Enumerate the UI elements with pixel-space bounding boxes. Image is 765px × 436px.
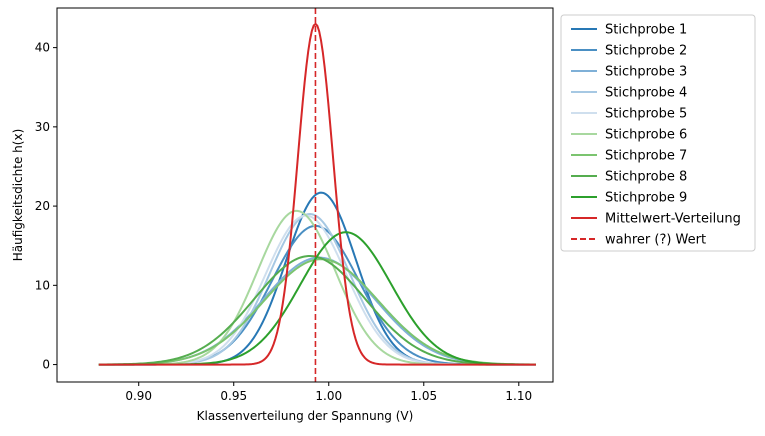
series-line-5	[98, 214, 536, 366]
legend-label: Mittelwert-Verteilung	[605, 212, 741, 227]
series-line-3	[98, 256, 536, 366]
legend-label: Stichprobe 8	[605, 170, 687, 185]
x-tick-label: 1.10	[505, 389, 532, 403]
x-tick-label: 1.00	[315, 389, 342, 403]
plot-area	[98, 8, 536, 382]
axes-frame	[56, 7, 554, 383]
series-line-7	[98, 258, 536, 366]
y-axis-label: Häufigkeitsdichte h(x)	[11, 129, 25, 261]
x-tick-label: 1.05	[410, 389, 437, 403]
legend-label: wahrer (?) Wert	[605, 233, 706, 248]
x-tick-label: 0.90	[125, 389, 152, 403]
x-axis-label: Klassenverteilung der Spannung (V)	[197, 409, 414, 423]
legend-label: Stichprobe 2	[605, 44, 687, 59]
legend-label: Stichprobe 9	[605, 191, 687, 206]
legend-label: Stichprobe 3	[605, 65, 687, 80]
series-line-6	[98, 209, 536, 366]
series-line-9	[98, 231, 536, 366]
x-tick-label: 0.95	[220, 389, 247, 403]
series-line-1	[98, 191, 536, 366]
legend-label: Stichprobe 5	[605, 107, 687, 122]
y-tick-label: 0	[42, 358, 50, 372]
y-tick-label: 10	[35, 278, 50, 292]
legend-label: Stichprobe 1	[605, 23, 687, 38]
y-tick-label: 30	[35, 120, 50, 134]
legend-label: Stichprobe 6	[605, 128, 687, 143]
series-line-2	[98, 224, 536, 366]
y-tick-label: 40	[35, 41, 50, 55]
legend-label: Stichprobe 4	[605, 86, 687, 101]
series-line-8	[98, 255, 536, 366]
y-tick-label: 20	[35, 199, 50, 213]
legend-label: Stichprobe 7	[605, 149, 687, 164]
legend: Stichprobe 1 Stichprobe 2 Stichprobe 3 Stic…	[560, 14, 756, 252]
series-line-4	[98, 213, 536, 366]
series-line-10	[98, 22, 536, 366]
legend-box	[560, 14, 756, 252]
